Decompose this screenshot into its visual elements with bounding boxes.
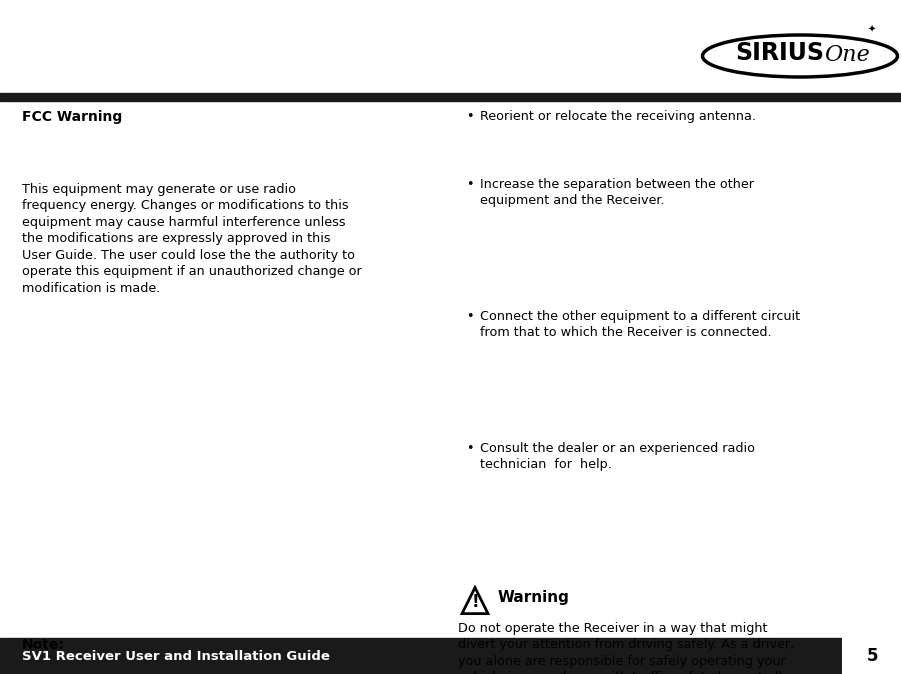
Text: Increase the separation between the other
equipment and the Receiver.: Increase the separation between the othe…	[480, 178, 754, 208]
Bar	[0, 93, 901, 101]
Bar	[0, 638, 843, 674]
Text: 5: 5	[866, 647, 878, 665]
Text: !: !	[471, 593, 478, 611]
Text: •: •	[466, 178, 474, 191]
Text: Warning: Warning	[498, 590, 569, 605]
Text: ✦: ✦	[868, 25, 876, 35]
Text: •: •	[466, 310, 474, 323]
Text: Consult the dealer or an experienced radio
technician  for  help.: Consult the dealer or an experienced rad…	[480, 441, 755, 471]
Bar	[843, 638, 901, 674]
Text: Note:: Note:	[22, 638, 65, 652]
Text: SIRIUS: SIRIUS	[735, 41, 824, 65]
Text: One: One	[824, 44, 869, 66]
Text: FCC Warning: FCC Warning	[22, 110, 123, 124]
Text: Reorient or relocate the receiving antenna.: Reorient or relocate the receiving anten…	[480, 110, 756, 123]
Text: Connect the other equipment to a different circuit
from that to which the Receiv: Connect the other equipment to a differe…	[480, 310, 800, 339]
Text: •: •	[466, 441, 474, 455]
Text: SV1 Receiver User and Installation Guide: SV1 Receiver User and Installation Guide	[22, 650, 330, 663]
Text: This equipment may generate or use radio
frequency energy. Changes or modificati: This equipment may generate or use radio…	[22, 183, 361, 295]
Text: Do not operate the Receiver in a way that might
divert your attention from drivi: Do not operate the Receiver in a way tha…	[458, 621, 795, 674]
Text: •: •	[466, 110, 474, 123]
